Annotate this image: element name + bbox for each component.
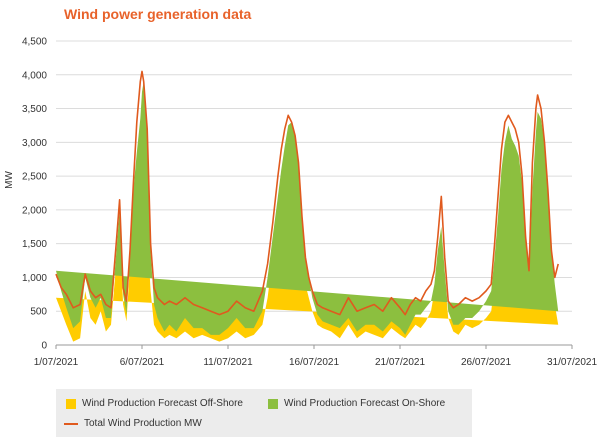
x-tick-label: 1/07/2021 [34, 357, 79, 368]
y-tick-label: 3,000 [22, 138, 47, 149]
x-tick-label: 11/07/2021 [203, 357, 253, 368]
legend: Wind Production Forecast Off-Shore Wind … [56, 389, 472, 437]
chart-title: Wind power generation data [64, 6, 252, 22]
y-tick-label: 4,000 [22, 70, 47, 81]
y-axis-label: MW [4, 171, 15, 189]
y-tick-label: 1,500 [22, 239, 47, 250]
x-axis-ticks: 1/07/2021 6/07/2021 11/07/2021 16/07/2021 21… [34, 345, 597, 368]
chart-plot: 0 500 1,000 1,500 2,000 2,500 3,000 3,500 4,000 4… [4, 37, 597, 369]
legend-item-total: Total Wind Production MW [64, 418, 202, 429]
legend-label-onshore: Wind Production Forecast On-Shore [284, 398, 446, 409]
x-tick-label: 21/07/2021 [375, 357, 425, 368]
legend-swatch-total [64, 422, 78, 425]
y-tick-label: 1,000 [22, 273, 47, 284]
x-tick-label: 16/07/2021 [289, 357, 339, 368]
y-tick-label: 4,500 [22, 37, 47, 48]
legend-item-onshore: Wind Production Forecast On-Shore [268, 398, 445, 409]
legend-swatch-offshore [66, 398, 76, 409]
x-tick-label: 6/07/2021 [120, 357, 165, 368]
legend-label-total: Total Wind Production MW [84, 418, 202, 429]
total-line [55, 70, 559, 316]
legend-item-offshore: Wind Production Forecast Off-Shore [66, 398, 243, 409]
y-tick-label: 2,500 [22, 172, 47, 183]
y-tick-label: 3,500 [22, 104, 47, 115]
legend-label-offshore: Wind Production Forecast Off-Shore [82, 398, 243, 409]
legend-swatch-onshore [268, 398, 278, 409]
y-tick-label: 500 [30, 307, 47, 318]
y-axis-ticks: 0 500 1,000 1,500 2,000 2,500 3,000 3,500 4,000 4… [22, 37, 47, 352]
x-tick-label: 26/07/2021 [461, 357, 511, 368]
y-tick-label: 0 [41, 341, 47, 352]
y-tick-label: 2,000 [22, 205, 47, 216]
x-tick-label: 31/07/2021 [547, 357, 597, 368]
onshore-area [56, 81, 559, 335]
